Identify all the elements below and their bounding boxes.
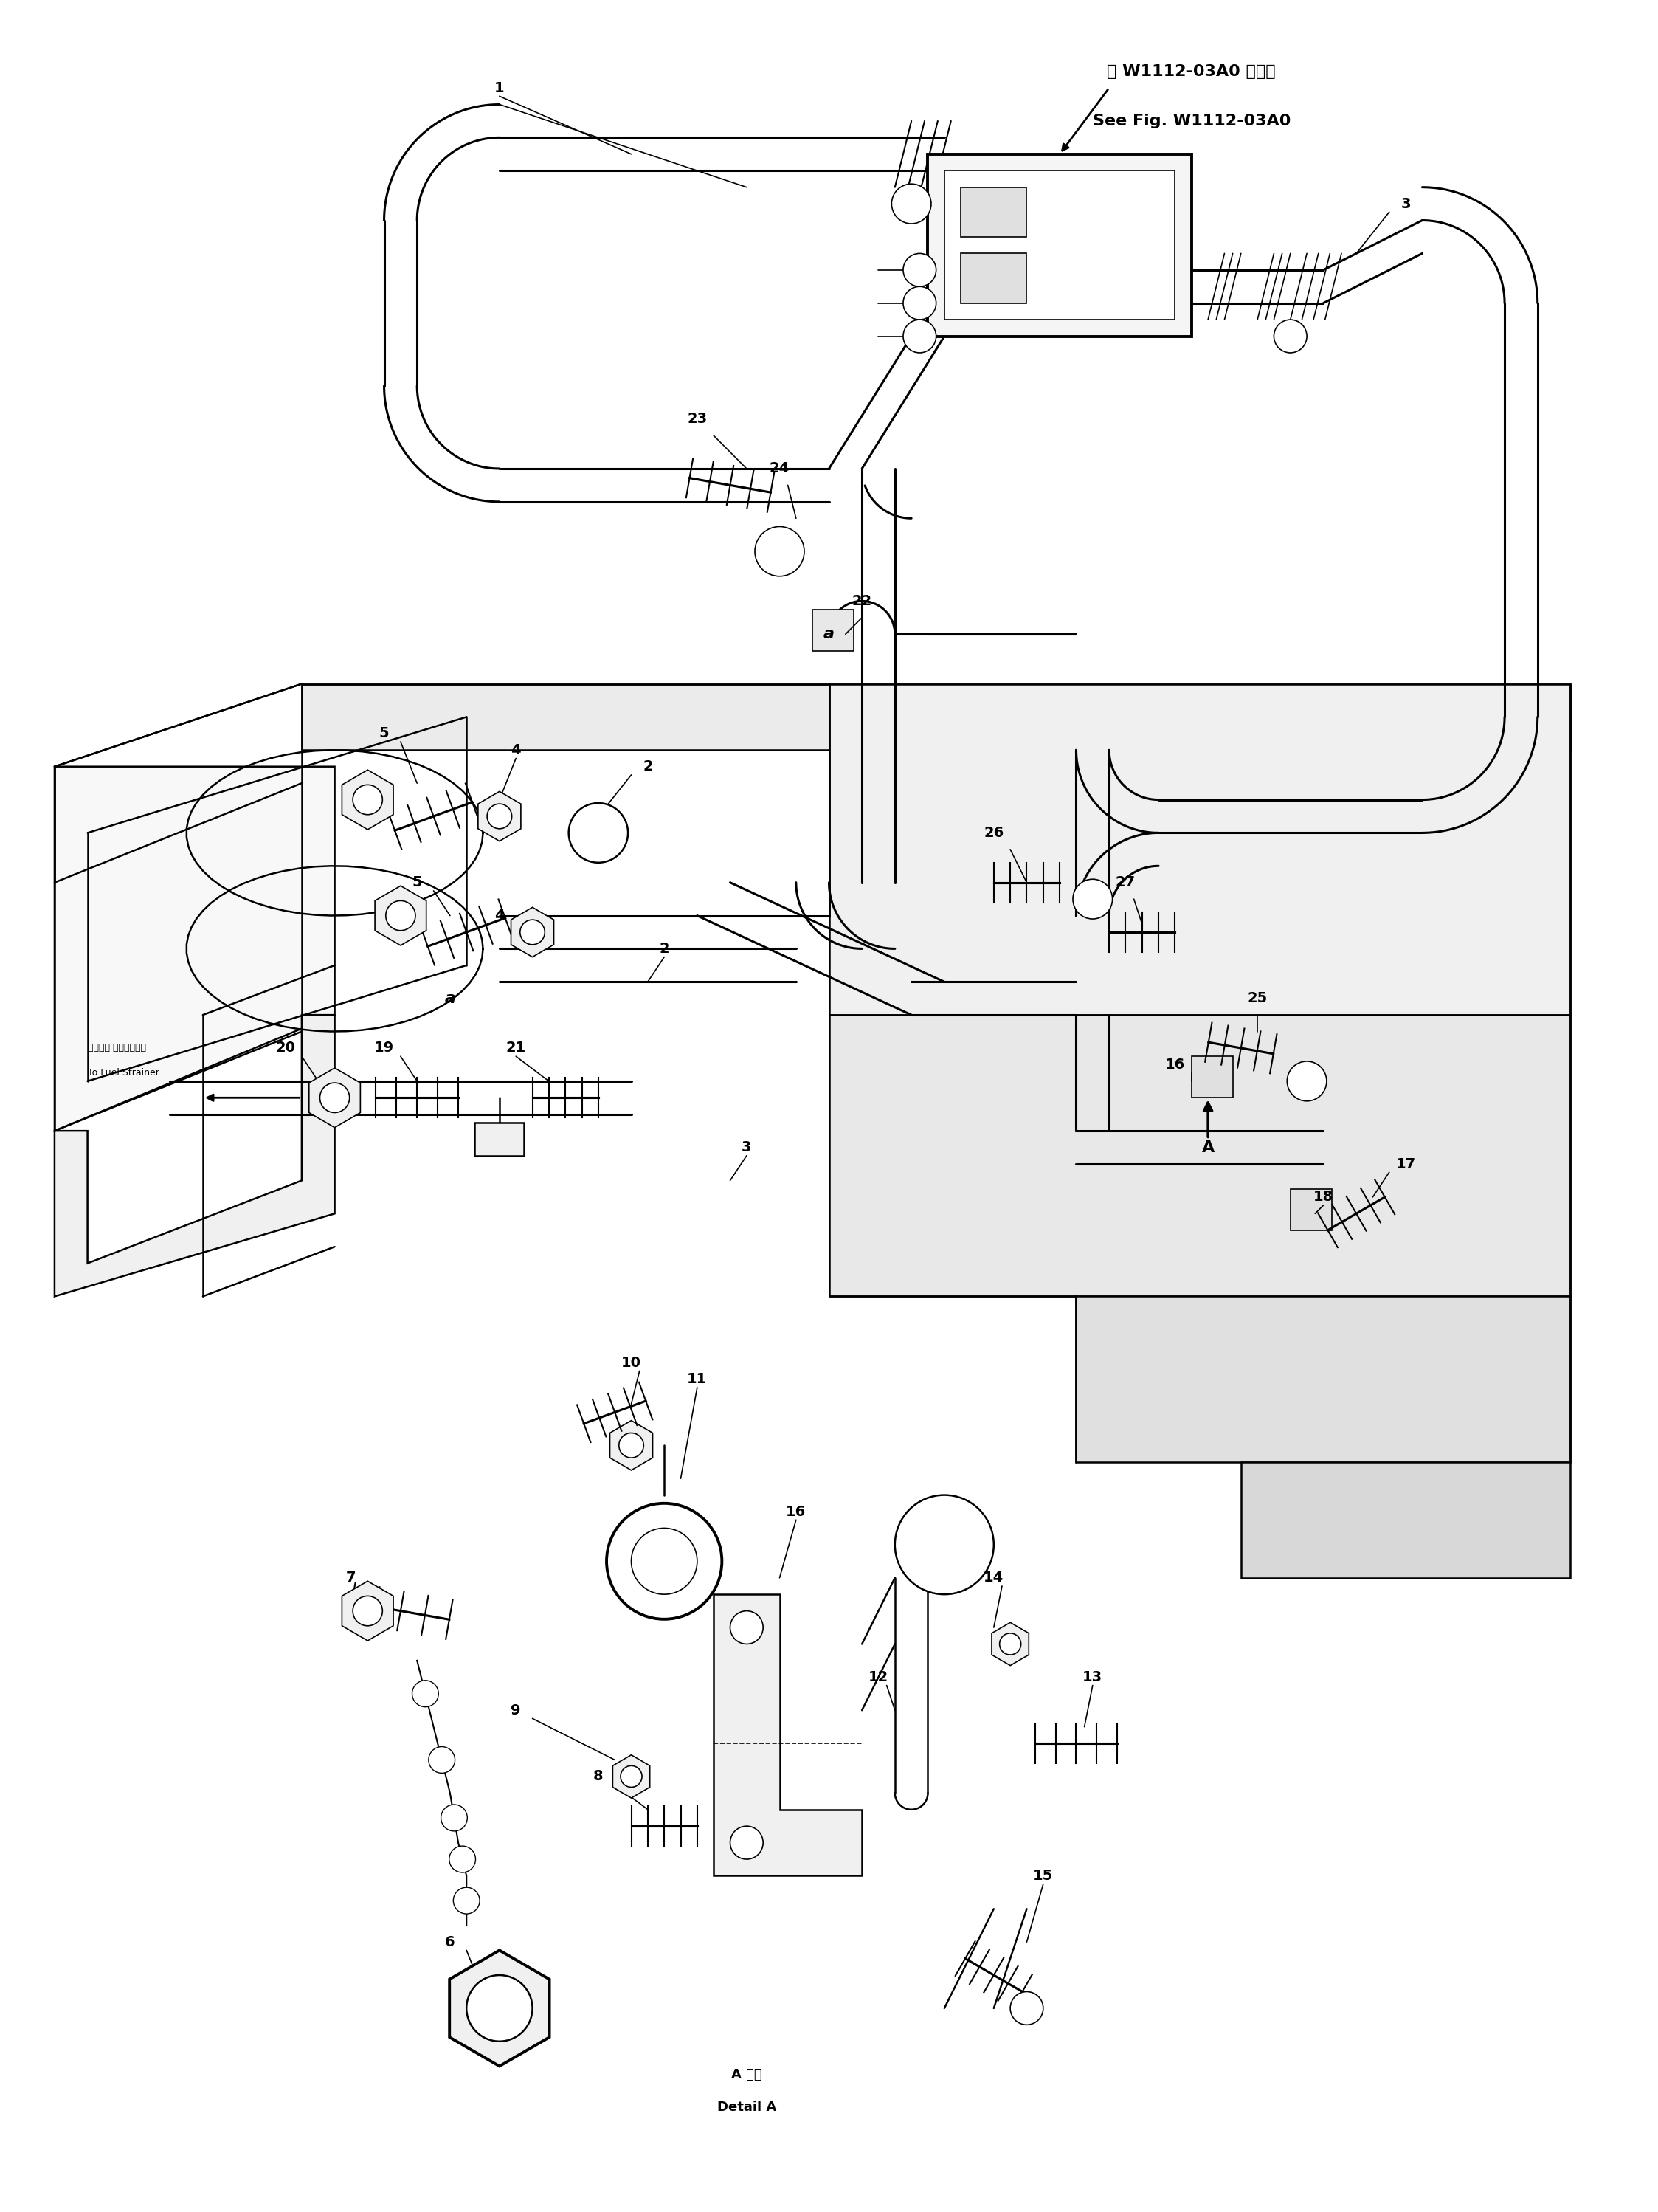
Bar [474, 1121, 524, 1155]
Text: 14: 14 [983, 1571, 1003, 1584]
Text: A: A [1202, 1139, 1214, 1155]
Circle shape [441, 1805, 468, 1832]
Circle shape [618, 1433, 643, 1458]
Text: 23: 23 [686, 411, 708, 427]
Text: フゥエル ストレーナへ: フゥエル ストレーナへ [88, 1044, 146, 1053]
Text: 16: 16 [786, 1504, 806, 1520]
Text: Detail A: Detail A [716, 2101, 776, 2115]
Text: 5: 5 [380, 726, 390, 741]
Circle shape [904, 288, 937, 321]
Circle shape [386, 900, 416, 931]
Text: 20: 20 [275, 1042, 295, 1055]
Polygon shape [55, 1015, 335, 1296]
Text: a: a [444, 991, 456, 1006]
Polygon shape [342, 770, 393, 830]
Circle shape [1000, 1632, 1021, 1655]
Circle shape [353, 1597, 383, 1626]
Circle shape [453, 1887, 479, 1913]
Circle shape [466, 1975, 532, 2042]
Bar [1192, 1057, 1232, 1097]
Polygon shape [302, 684, 1570, 750]
Circle shape [730, 1827, 763, 1860]
Text: 第 W1112-03A0 図参照: 第 W1112-03A0 図参照 [1108, 64, 1277, 80]
Polygon shape [478, 792, 521, 841]
Polygon shape [1240, 1462, 1570, 1577]
Text: 26: 26 [983, 825, 1003, 841]
Polygon shape [613, 1754, 650, 1798]
Text: 4: 4 [494, 909, 504, 922]
Text: 13: 13 [1083, 1670, 1103, 1683]
Text: See Fig. W1112-03A0: See Fig. W1112-03A0 [1093, 113, 1290, 128]
Bar [945, 170, 1176, 321]
Circle shape [429, 1747, 454, 1774]
Text: a: a [824, 626, 834, 641]
Polygon shape [511, 907, 554, 958]
Circle shape [1287, 1062, 1326, 1102]
Circle shape [487, 803, 512, 830]
Circle shape [353, 785, 383, 814]
Text: 7: 7 [347, 1571, 356, 1584]
Text: 6: 6 [444, 1936, 454, 1949]
Polygon shape [375, 885, 426, 945]
Text: 3: 3 [1401, 197, 1411, 210]
Circle shape [730, 1610, 763, 1644]
Text: 19: 19 [375, 1042, 395, 1055]
Text: 11: 11 [686, 1371, 708, 1387]
Text: 10: 10 [622, 1356, 642, 1369]
Circle shape [904, 254, 937, 288]
Polygon shape [829, 684, 1570, 1015]
Circle shape [895, 1495, 993, 1595]
Text: 5: 5 [413, 876, 423, 889]
Text: 16: 16 [1166, 1057, 1185, 1071]
Bar [962, 188, 1026, 237]
Text: 12: 12 [869, 1670, 889, 1683]
Circle shape [1273, 321, 1307, 352]
Text: A 詳細: A 詳細 [731, 2068, 763, 2081]
Polygon shape [991, 1621, 1030, 1666]
Polygon shape [449, 1951, 549, 2066]
Circle shape [569, 803, 628, 863]
Circle shape [620, 1765, 642, 1787]
Bar [812, 608, 854, 650]
Polygon shape [55, 768, 335, 1130]
Text: 4: 4 [511, 743, 521, 757]
Circle shape [904, 321, 937, 352]
Text: 24: 24 [769, 462, 789, 476]
Text: 2: 2 [660, 942, 670, 956]
Circle shape [449, 1847, 476, 1874]
Polygon shape [308, 1068, 360, 1128]
Polygon shape [713, 1595, 862, 1876]
Circle shape [1073, 878, 1113, 918]
Text: 8: 8 [594, 1770, 604, 1783]
Circle shape [320, 1084, 350, 1113]
Text: 17: 17 [1396, 1157, 1416, 1170]
Circle shape [1010, 1991, 1043, 2024]
Text: 1: 1 [494, 82, 504, 95]
Text: 21: 21 [506, 1042, 526, 1055]
Bar [1290, 1188, 1331, 1230]
Text: 25: 25 [1247, 991, 1267, 1006]
Polygon shape [342, 1582, 393, 1641]
Bar [962, 254, 1026, 303]
Text: To Fuel Strainer: To Fuel Strainer [88, 1068, 159, 1077]
Text: 15: 15 [1033, 1869, 1053, 1882]
Text: 27: 27 [1116, 876, 1136, 889]
Text: 22: 22 [852, 595, 872, 608]
Text: 9: 9 [511, 1703, 521, 1717]
Polygon shape [829, 1015, 1570, 1296]
Circle shape [754, 526, 804, 577]
Circle shape [892, 184, 932, 223]
Text: 2: 2 [643, 759, 653, 774]
Circle shape [607, 1504, 721, 1619]
Bar [928, 155, 1192, 336]
Circle shape [521, 920, 545, 945]
Polygon shape [1076, 1296, 1570, 1462]
Circle shape [413, 1681, 438, 1708]
Text: 3: 3 [741, 1141, 751, 1155]
Polygon shape [610, 1420, 653, 1471]
Text: 18: 18 [1313, 1190, 1333, 1203]
Circle shape [632, 1528, 696, 1595]
